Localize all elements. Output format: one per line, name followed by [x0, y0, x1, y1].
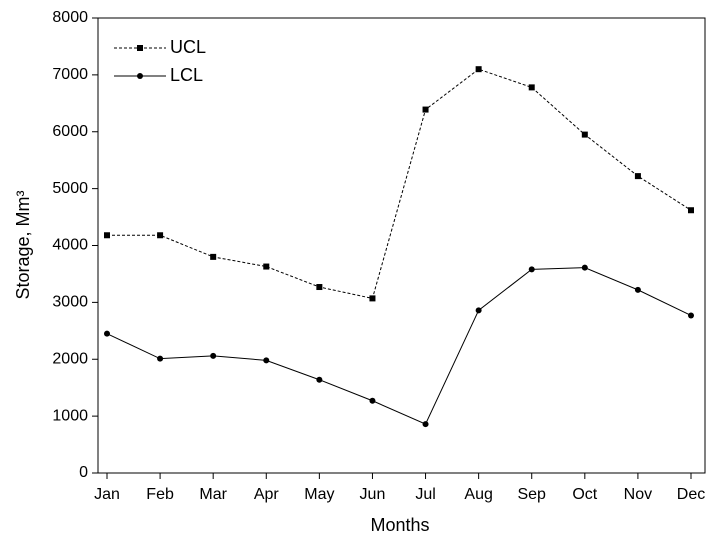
y-tick-label: 4000: [52, 237, 88, 254]
data-point: [104, 232, 110, 239]
data-point: [475, 66, 482, 73]
y-tick-label: 5000: [52, 180, 88, 197]
y-tick-label: 2000: [52, 350, 88, 367]
data-point: [634, 173, 641, 180]
x-tick-label: Sep: [517, 486, 546, 503]
legend-marker: [137, 73, 143, 79]
x-tick-label: Dec: [677, 486, 705, 503]
x-tick-label: Nov: [624, 486, 652, 503]
y-tick-label: 3000: [52, 294, 88, 311]
data-point: [369, 397, 376, 404]
x-tick-label: May: [304, 486, 334, 503]
data-point: [157, 355, 164, 362]
legend-label: LCL: [170, 65, 203, 85]
data-point: [528, 84, 535, 91]
data-point: [634, 286, 641, 293]
y-axis-label: Storage, Mm³: [13, 190, 33, 299]
data-point: [528, 266, 535, 273]
x-tick-label: Jul: [415, 486, 435, 503]
legend-marker: [137, 45, 143, 51]
x-tick-label: Feb: [146, 486, 174, 503]
y-tick-label: 6000: [52, 123, 88, 140]
x-tick-label: Jan: [94, 486, 120, 503]
data-point: [263, 263, 270, 270]
data-point: [581, 131, 588, 138]
data-point: [475, 307, 482, 314]
data-point: [369, 295, 376, 302]
series-line: [106, 267, 692, 425]
data-point: [422, 106, 429, 113]
data-point: [104, 330, 110, 337]
legend-label: UCL: [170, 37, 206, 57]
data-point: [688, 207, 694, 214]
x-tick-label: Mar: [199, 486, 227, 503]
data-point: [316, 284, 323, 291]
y-tick-label: 7000: [52, 66, 88, 83]
series-line: [107, 68, 692, 299]
data-point: [263, 357, 270, 364]
x-tick-label: Oct: [572, 486, 597, 503]
y-tick-label: 1000: [52, 407, 88, 424]
x-axis-label: Months: [370, 515, 429, 535]
data-point: [210, 253, 217, 260]
x-tick-label: Aug: [464, 486, 492, 503]
y-tick-label: 0: [79, 464, 88, 481]
data-point: [688, 312, 694, 319]
data-point: [157, 232, 164, 239]
x-tick-label: Apr: [254, 486, 280, 503]
data-point: [581, 264, 588, 271]
x-tick-label: Jun: [360, 486, 386, 503]
data-point: [210, 352, 217, 359]
data-point: [316, 376, 323, 383]
y-tick-label: 8000: [52, 9, 88, 26]
plot-frame: [97, 17, 706, 474]
data-point: [422, 421, 429, 428]
